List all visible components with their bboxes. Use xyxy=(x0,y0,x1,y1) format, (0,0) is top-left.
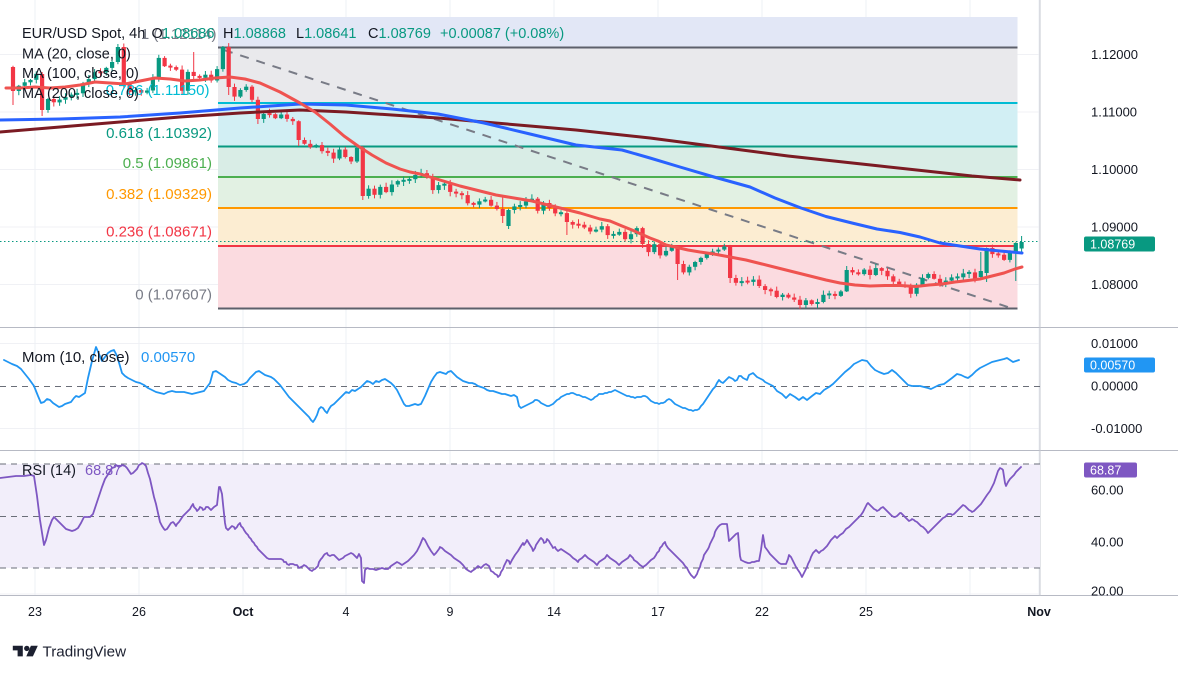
svg-text:0 (1.07607): 0 (1.07607) xyxy=(135,287,212,304)
svg-text:40.00: 40.00 xyxy=(1091,535,1124,550)
svg-text:4: 4 xyxy=(343,605,350,619)
svg-text:TradingView: TradingView xyxy=(43,644,127,661)
svg-text:Mom (10, close): Mom (10, close) xyxy=(22,349,130,366)
svg-text:MA (100, close, 0): MA (100, close, 0) xyxy=(22,66,139,82)
svg-text:O: O xyxy=(152,26,163,42)
svg-text:1.08000: 1.08000 xyxy=(1091,277,1138,292)
svg-text:0.00000: 0.00000 xyxy=(1091,379,1138,394)
svg-text:L1.08641: L1.08641 xyxy=(296,26,357,42)
svg-text:Oct: Oct xyxy=(233,605,255,619)
svg-text:H1.08868: H1.08868 xyxy=(223,26,286,42)
svg-text:9: 9 xyxy=(447,605,454,619)
svg-text:Nov: Nov xyxy=(1027,605,1051,619)
svg-text:0.00570: 0.00570 xyxy=(1090,359,1135,373)
svg-text:MA (200, close, 0): MA (200, close, 0) xyxy=(22,86,139,102)
svg-text:0.618 (1.10392): 0.618 (1.10392) xyxy=(106,125,212,142)
svg-text:68.87: 68.87 xyxy=(85,463,121,479)
svg-text:1.08769: 1.08769 xyxy=(1090,238,1135,252)
svg-text:RSI (14): RSI (14) xyxy=(22,463,76,479)
svg-text:1 (1.12114): 1 (1.12114) xyxy=(141,26,217,43)
svg-text:-0.01000: -0.01000 xyxy=(1091,421,1142,436)
svg-text:23: 23 xyxy=(28,605,42,619)
svg-text:60.00: 60.00 xyxy=(1091,483,1124,498)
svg-text:0.01000: 0.01000 xyxy=(1091,336,1138,351)
svg-text:1.09000: 1.09000 xyxy=(1091,220,1138,235)
svg-text:0.786 (1.11150): 0.786 (1.11150) xyxy=(106,82,210,99)
svg-text:MA (20, close, 0): MA (20, close, 0) xyxy=(22,47,131,63)
svg-text:17: 17 xyxy=(651,605,665,619)
svg-text:1.08686: 1.08686 xyxy=(162,26,214,42)
svg-text:26: 26 xyxy=(132,605,146,619)
svg-text:C1.08769: C1.08769 xyxy=(368,26,431,42)
svg-text:+0.00087 (+0.08%): +0.00087 (+0.08%) xyxy=(440,26,564,42)
svg-text:0.236 (1.08671): 0.236 (1.08671) xyxy=(106,224,212,241)
svg-text:20.00: 20.00 xyxy=(1091,584,1124,599)
svg-text:0.00570: 0.00570 xyxy=(141,349,195,366)
svg-text:EUR/USD Spot, 4h: EUR/USD Spot, 4h xyxy=(22,26,145,42)
svg-text:1.12000: 1.12000 xyxy=(1091,47,1138,62)
svg-text:68.87: 68.87 xyxy=(1090,464,1121,478)
svg-text:1.11000: 1.11000 xyxy=(1091,105,1137,120)
svg-text:22: 22 xyxy=(755,605,769,619)
svg-text:0.5 (1.09861): 0.5 (1.09861) xyxy=(123,155,212,172)
svg-text:25: 25 xyxy=(859,605,873,619)
svg-text:0.382 (1.09329): 0.382 (1.09329) xyxy=(106,186,212,203)
svg-text:14: 14 xyxy=(547,605,561,619)
svg-text:1.10000: 1.10000 xyxy=(1091,162,1138,177)
